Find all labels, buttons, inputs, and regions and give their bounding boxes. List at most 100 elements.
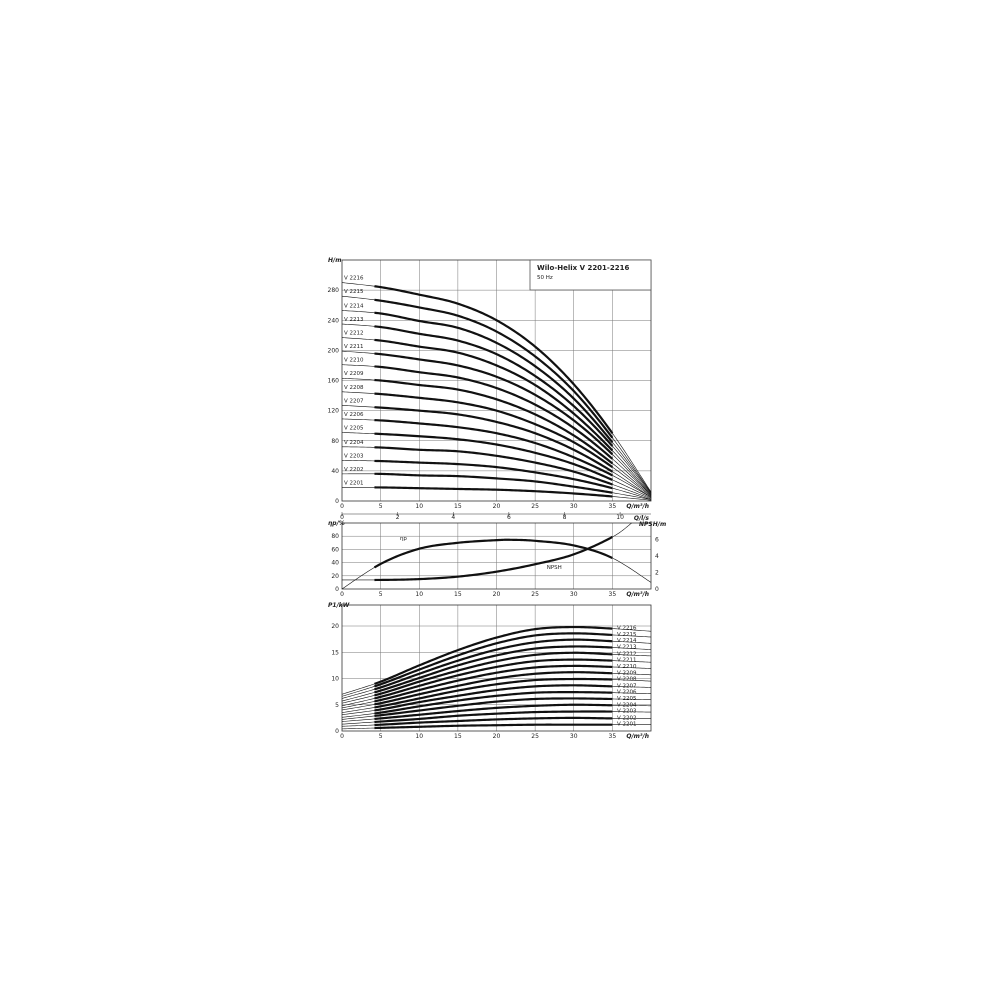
chart-subtitle: 50 Hz: [537, 275, 553, 281]
npsh-curve-thin: [341, 522, 632, 581]
power-curve-v2205-thick: [374, 697, 613, 718]
flow-ls-tick-label: 6: [507, 514, 511, 521]
efficiency-chart-frame: [341, 522, 652, 590]
power-chart-y-tick-label: 10: [331, 676, 339, 683]
power-curve-v2201-label: V 2201: [617, 722, 637, 728]
head-chart-y-tick-label: 0: [335, 498, 339, 505]
head-curve-v2208-label: V 2208: [344, 385, 364, 391]
efficiency-chart-y-tick-label: 40: [331, 560, 339, 567]
npsh-tick-label: 4: [655, 553, 659, 560]
efficiency-chart-x-tick-label: 35: [609, 591, 617, 598]
flow-ls-tick-label: 4: [451, 514, 455, 521]
power-chart-y-tick-label: 20: [331, 623, 339, 630]
power-curve-v2205-label: V 2205: [617, 696, 637, 702]
head-curve-v2210-thick: [374, 365, 614, 460]
npsh-curve-label: NPSH: [547, 565, 562, 571]
npsh-tick-label: 6: [655, 537, 659, 544]
head-curve-v2216-label: V 2216: [344, 276, 364, 282]
power-chart-x-tick-label: 0: [340, 733, 344, 740]
head-chart-x-tick-label: 30: [570, 503, 578, 510]
head-curve-v2215-label: V 2215: [344, 289, 364, 295]
head-curve-v2204-thick: [374, 446, 613, 486]
head-curve-v2214-label: V 2214: [344, 303, 364, 309]
head-chart-y-tick-label: 160: [328, 378, 340, 385]
head-chart-frame: [341, 259, 652, 502]
efficiency-chart-x-tick-label: 30: [570, 591, 578, 598]
power-curve-v2204-thick: [374, 703, 613, 721]
head-curve-v2209-thick: [374, 378, 614, 465]
flow-ls-tick-label: 10: [616, 514, 624, 521]
efficiency-chart-x-tick-label: 5: [379, 591, 383, 598]
power-chart-y-tick-label: 15: [331, 649, 339, 656]
power-chart-x-tick-label: 30: [570, 733, 578, 740]
power-chart-x-tick-label: 35: [609, 733, 617, 740]
head-curve-v2209-label: V 2209: [344, 371, 364, 377]
title-box-frame: [529, 259, 652, 291]
power-curve-v2211-thick: [374, 658, 613, 700]
power-curve-v2202-label: V 2202: [617, 715, 637, 721]
head-curve-v2212-thick: [374, 338, 614, 452]
efficiency-chart-y-axis-label: ηp/%: [328, 520, 345, 527]
head-curve-v2214-thick: [374, 311, 614, 443]
power-chart-x-tick-label: 5: [379, 733, 383, 740]
head-curve-v2208-thick: [374, 392, 614, 469]
power-curve-v2210-label: V 2210: [617, 664, 637, 670]
npsh-axis-label: NPSH/m: [639, 521, 666, 528]
head-curve-v2205-thick: [374, 432, 613, 481]
head-chart-x-tick-label: 15: [454, 503, 462, 510]
power-curve-v2201-thick: [374, 723, 613, 730]
power-curve-v2203-thick: [374, 710, 613, 724]
head-curve-v2212-label: V 2212: [344, 331, 364, 337]
npsh-curve-thick: [374, 536, 613, 582]
head-chart-y-axis-label: H/m: [328, 257, 341, 264]
title-box: Wilo-Helix V 2201-2216 50 Hz: [529, 259, 652, 291]
head-chart-y-tick-label: 240: [328, 317, 340, 324]
power-curve-v2206-thick: [374, 691, 613, 715]
head-chart-x-tick-label: 25: [531, 503, 539, 510]
head-curve-v2213-label: V 2213: [344, 317, 364, 323]
power-curve-v2208-thick: [374, 677, 613, 709]
power-curve-v2212-label: V 2212: [617, 651, 637, 657]
flow-ls-tick-label: 8: [563, 514, 567, 521]
power-curve-v2209-label: V 2209: [617, 670, 637, 676]
head-chart-x-tick-label: 10: [415, 503, 423, 510]
power-curve-v2215-label: V 2215: [617, 632, 637, 638]
efficiency-chart-x-axis-label: Q/m³/h: [626, 591, 649, 598]
power-curve-v2213-thick: [374, 645, 613, 694]
power-chart-y-axis-label: P1/kW: [328, 602, 350, 609]
efficiency-chart-y-tick-label: 80: [331, 533, 339, 540]
head-curve-v2206-label: V 2206: [344, 412, 364, 418]
efficiency-chart-x-tick-label: 10: [415, 591, 423, 598]
head-chart-x-tick-label: 35: [609, 503, 617, 510]
head-curve-v2205-label: V 2205: [344, 425, 364, 431]
power-curve-v2212-thick: [374, 651, 613, 697]
head-chart-x-tick-label: 0: [340, 503, 344, 510]
head-chart-y-tick-label: 80: [331, 438, 339, 445]
efficiency-curve-label: ηp: [400, 536, 407, 542]
power-curve-v2204-label: V 2204: [617, 702, 637, 708]
efficiency-chart-y-tick-label: 20: [331, 573, 339, 580]
head-curve-v2215-thick: [374, 298, 614, 439]
head-chart-y-tick-label: 200: [328, 347, 340, 354]
power-curve-v2211-label: V 2211: [617, 658, 637, 664]
power-curve-v2203-label: V 2203: [617, 709, 637, 715]
head-curve-v2201-thick: [374, 486, 613, 498]
power-curve-v2207-thick: [374, 684, 613, 712]
chart-title: Wilo-Helix V 2201-2216: [537, 264, 629, 272]
head-chart-x-tick-label: 5: [379, 503, 383, 510]
power-curve-v2215-thick: [374, 632, 613, 688]
power-chart-y-tick-label: 5: [335, 702, 339, 709]
power-curve-v2208-label: V 2208: [617, 677, 637, 683]
head-curve-v2213-thick: [374, 325, 614, 447]
head-chart-x-tick-label: 20: [493, 503, 501, 510]
head-curve-v2203-label: V 2203: [344, 453, 364, 459]
head-curve-v2207-label: V 2207: [344, 398, 364, 404]
efficiency-chart-x-tick-label: 20: [493, 591, 501, 598]
power-curve-v2214-label: V 2214: [617, 638, 637, 644]
power-curve-v2206-label: V 2206: [617, 690, 637, 696]
power-curve-v2207-label: V 2207: [617, 683, 637, 689]
power-curve-v2202-thick: [374, 716, 613, 727]
power-curve-v2216-thick: [374, 625, 613, 685]
power-chart-y-tick-label: 0: [335, 728, 339, 735]
head-curve-v2211-label: V 2211: [344, 344, 364, 350]
